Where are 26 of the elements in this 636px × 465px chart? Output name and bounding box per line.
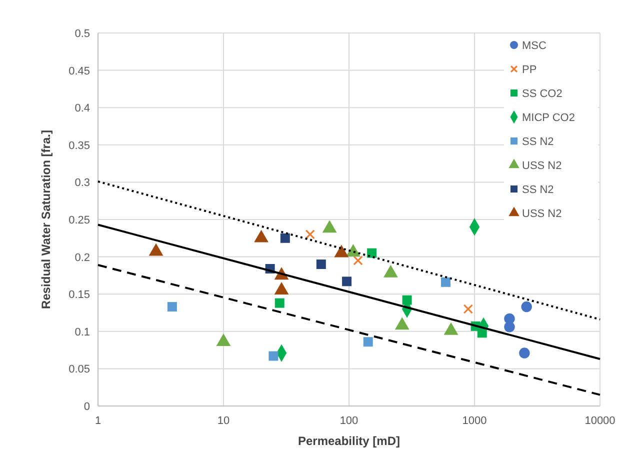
legend-label: MICP CO2 [522, 112, 575, 124]
legend-label: USS N2 [522, 160, 562, 172]
y-tick-label: 0.15 [68, 289, 90, 302]
x-tick-label: 1000 [462, 415, 487, 427]
legend-label: SS CO2 [522, 88, 562, 100]
y-tick-label: 0.25 [68, 214, 90, 226]
y-tick-label: 0 [84, 401, 90, 413]
x-tick-label: 10 [217, 415, 230, 427]
y-tick-label: 0.35 [68, 140, 90, 152]
y-tick-label: 0.2 [74, 252, 90, 264]
y-tick-label: 0.1 [74, 326, 90, 338]
legend-label: SS N2 [522, 136, 554, 148]
y-tick-label: 0.45 [68, 65, 90, 78]
y-axis-title: Residual Water Saturation [fra.] [39, 130, 53, 309]
x-tick-label: 10000 [584, 415, 616, 427]
legend-label: PP [522, 64, 537, 76]
y-tick-label: 0.3 [74, 177, 90, 190]
y-tick-label: 0.5 [74, 28, 90, 40]
x-tick-label: 1 [94, 415, 102, 427]
legend-label: USS N2 [522, 208, 562, 220]
y-tick-label: 0.05 [68, 364, 90, 376]
legend-label: MSC [522, 40, 546, 52]
y-tick-label: 0.4 [74, 102, 90, 115]
x-axis-title: Permeability [mD] [298, 434, 400, 448]
legend-label: SS N2 [522, 184, 554, 196]
x-tick-label: 100 [340, 415, 358, 427]
